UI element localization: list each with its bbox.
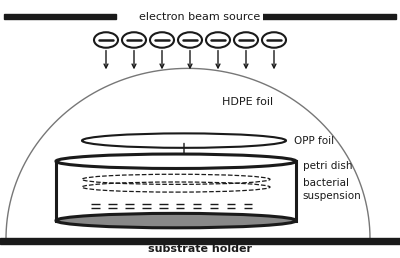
Ellipse shape: [56, 154, 296, 168]
Bar: [0, 238, 400, 245]
Circle shape: [262, 32, 286, 48]
Bar: [4, 14, 116, 19]
Text: OPP foil: OPP foil: [294, 136, 334, 146]
Circle shape: [150, 32, 174, 48]
FancyBboxPatch shape: [56, 161, 296, 221]
Bar: [244, 14, 396, 19]
Text: petri dish: petri dish: [303, 162, 352, 171]
Circle shape: [206, 32, 230, 48]
Circle shape: [94, 32, 118, 48]
Text: bacterial
suspension: bacterial suspension: [303, 179, 362, 201]
Circle shape: [178, 32, 202, 48]
Text: HDPE foil: HDPE foil: [222, 97, 274, 107]
Ellipse shape: [62, 214, 290, 227]
Text: electron beam source: electron beam source: [139, 12, 261, 22]
Circle shape: [122, 32, 146, 48]
Circle shape: [234, 32, 258, 48]
Ellipse shape: [56, 213, 296, 228]
Text: substrate holder: substrate holder: [148, 244, 252, 254]
